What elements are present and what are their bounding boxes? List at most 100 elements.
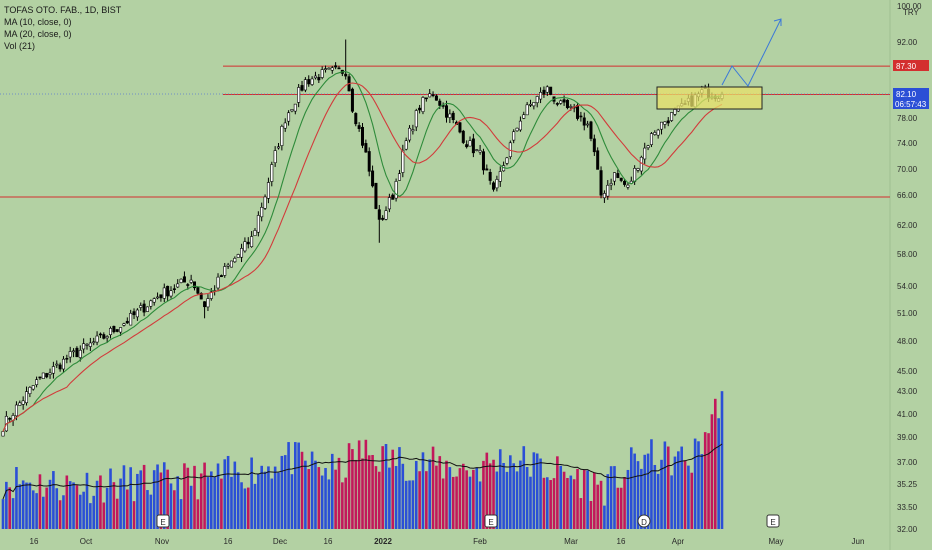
y-tick-label: 35.25 [897,480,918,489]
event-marker[interactable]: E [484,514,498,528]
volume-bar [45,487,48,529]
candle-body [162,287,166,299]
candle [310,76,314,86]
volume-bar [509,455,512,529]
volume-bar [488,463,492,529]
volume-bar [236,472,240,529]
candle-body [273,150,277,164]
candle [549,86,553,96]
candle-body [468,140,472,147]
candle-body [270,164,274,182]
volume-bar [132,501,136,529]
candle [582,112,586,131]
volume-bar [55,488,59,529]
candle [166,285,170,302]
volume-bar [448,467,452,529]
candle [320,66,324,80]
svg-text:E: E [770,518,775,527]
volume-bar [596,484,599,529]
volume-bar [586,470,589,529]
volume-bar [294,442,297,529]
candle [344,39,348,80]
candle-body [182,276,186,283]
candle-body [485,168,489,171]
volume-bar [25,482,28,529]
legend-ma20[interactable]: MA (20, close, 0) [4,29,72,39]
volume-bar [414,460,418,529]
candle-body [132,311,136,316]
projection-path[interactable] [721,18,782,87]
candle-body [451,112,455,120]
candle-body [653,132,657,135]
volume-bar [240,482,243,529]
legend-volume[interactable]: Vol (21) [4,41,36,51]
candle [461,129,465,145]
volume-bar [374,466,378,529]
candle-body [377,209,381,220]
volume-bar [99,475,102,529]
volume-bar [428,459,431,529]
candle-body [623,180,627,185]
candle-body [95,335,99,343]
candle-body [61,358,65,370]
volume-bar [650,439,653,529]
candle [471,133,475,158]
volume-bar [435,465,438,529]
volume-bar [35,493,38,529]
y-tick-label: 48.00 [897,337,918,346]
candle-body [303,79,307,91]
volume-bar [307,469,311,529]
candle-body [401,149,405,173]
candle-body [169,290,173,297]
legend-ma10[interactable]: MA (10, close, 0) [4,17,72,27]
candle [162,283,166,303]
candle-body [344,73,348,77]
volume-bar [126,489,129,529]
candle [347,74,351,92]
candle [236,253,240,258]
candle-body [219,275,223,277]
candle [253,228,257,237]
candle-body [512,131,516,141]
candle [98,332,102,338]
x-tick-label: 16 [224,537,233,546]
volume-bar [250,457,253,529]
candle [377,204,381,243]
volume-bar [115,498,119,529]
volume-bar [663,441,667,529]
candle [135,308,139,321]
candle [125,317,129,324]
candle [78,345,82,362]
candle [129,309,133,326]
candle-body [189,279,193,283]
candle [404,137,408,151]
candle-body [75,347,79,358]
volume-bar [330,453,334,529]
candle [656,128,660,139]
candle-body [256,215,260,233]
volume-bar [75,485,79,529]
candle [277,142,281,150]
candle-body [656,129,660,136]
volume-bar [304,460,307,529]
candle-body [374,182,378,209]
candle-body [505,157,509,164]
candle-body [58,364,62,370]
volume-bar [28,482,32,529]
candle-body [327,67,331,70]
legend-symbol[interactable]: TOFAS OTO. FAB., 1D, BIST [4,5,122,15]
candle [418,104,422,114]
candle-body [85,344,89,346]
volume-bar [42,496,45,529]
event-marker[interactable]: E [156,514,170,528]
candle [149,299,153,310]
event-marker[interactable]: E [766,514,780,528]
volume-bar [213,477,216,529]
candle-body [576,105,580,119]
candle-body [260,207,264,218]
event-marker[interactable]: D [637,514,651,528]
consolidation-box[interactable] [656,86,763,110]
